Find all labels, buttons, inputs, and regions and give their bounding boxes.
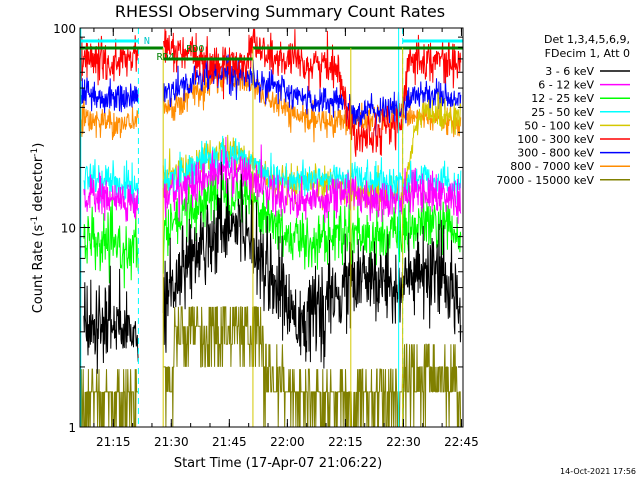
x-tick-label: 22:15 <box>328 435 363 449</box>
legend-label-25-50-kev: 25 - 50 keV <box>531 106 594 119</box>
legend: Det 1,3,4,5,6,9, FDecim 1, Att 0 3 - 6 k… <box>496 33 630 187</box>
rd4-label: RD4 <box>157 52 175 63</box>
legend-header-2: FDecim 1, Att 0 <box>545 47 630 60</box>
legend-header-1: Det 1,3,4,5,6,9, <box>544 33 630 46</box>
x-tick-label: 21:45 <box>212 435 247 449</box>
series-trace-12-25-kev <box>162 165 462 279</box>
series-trace-6-12-kev <box>162 136 462 224</box>
night-label: N <box>144 36 150 47</box>
y-tick-label: 100 <box>53 22 76 36</box>
y-tick-label: 1 <box>68 421 76 435</box>
x-tick-label: 22:45 <box>444 435 479 449</box>
rd0-label: RD0 <box>186 44 204 55</box>
series-3-6-kev <box>83 161 462 374</box>
series-trace-3-6-kev <box>162 161 462 369</box>
legend-label-3-6-kev: 3 - 6 keV <box>545 65 594 78</box>
series-trace-6-12-kev <box>83 172 139 222</box>
series-trace-100-300-kev <box>79 35 139 86</box>
y-axis-ticks: 1 10 100 <box>53 22 463 435</box>
y-tick-label: 10 <box>61 222 76 236</box>
series-12-25-kev <box>83 165 462 289</box>
legend-label-6-12-kev: 6 - 12 keV <box>538 79 594 92</box>
x-tick-label: 22:00 <box>270 435 305 449</box>
plot-area: N RD0 RD4 <box>79 28 463 428</box>
series-6-12-kev <box>83 136 462 224</box>
chart-title: RHESSI Observing Summary Count Rates <box>115 2 445 21</box>
legend-label-50-100-kev: 50 - 100 keV <box>524 119 594 132</box>
legend-label-800-7000-kev: 800 - 7000 keV <box>510 160 594 173</box>
y-axis-label: Count Rate (s-1 detector-1) <box>30 143 46 314</box>
series-trace-25-50-kev <box>83 159 139 204</box>
x-tick-label: 22:30 <box>386 435 421 449</box>
series-100-300-kev <box>79 28 462 157</box>
series-25-50-kev <box>83 135 462 208</box>
x-tick-label: 21:15 <box>96 435 131 449</box>
series-trace-25-50-kev <box>162 135 462 208</box>
legend-label-100-300-kev: 100 - 300 keV <box>517 133 594 146</box>
series-trace-7000-15000-kev <box>163 306 462 428</box>
series-trace-800-7000-kev <box>79 93 139 141</box>
x-axis-ticks: 21:15 21:30 21:45 22:00 22:15 22:30 22:45 <box>93 28 479 449</box>
series-trace-3-6-kev <box>83 265 139 374</box>
x-axis-label: Start Time (17-Apr-07 21:06:22) <box>174 456 382 471</box>
series-trace-300-800-kev <box>79 77 139 114</box>
legend-label-300-800-kev: 300 - 800 keV <box>517 147 594 160</box>
series-7000-15000-kev <box>79 306 462 428</box>
legend-label-7000-15000-kev: 7000 - 15000 keV <box>496 174 594 187</box>
series-trace-7000-15000-kev <box>79 368 138 428</box>
legend-label-12-25-kev: 12 - 25 keV <box>531 92 594 105</box>
series-trace-100-300-kev <box>163 28 462 157</box>
timestamp: 14-Oct-2021 17:56 <box>560 467 636 476</box>
series-trace-12-25-kev <box>83 193 139 289</box>
x-tick-label: 21:30 <box>154 435 189 449</box>
